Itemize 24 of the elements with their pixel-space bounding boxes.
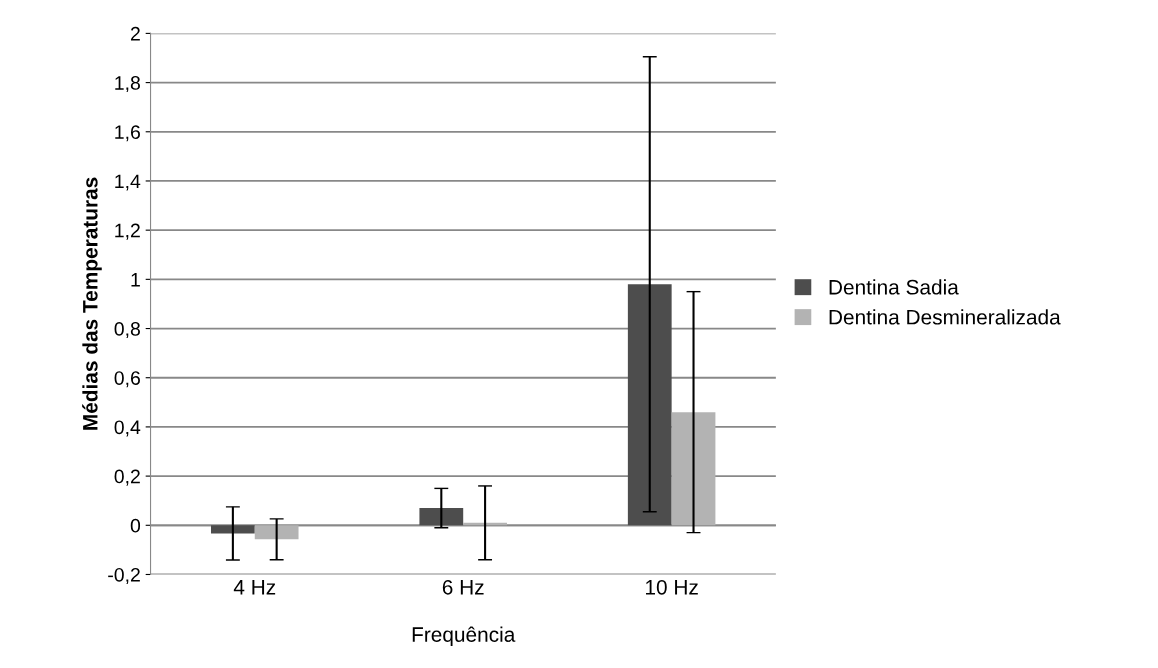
legend-label: Dentina Sadia — [829, 279, 959, 295]
x-tick-label: 6 Hz — [442, 579, 484, 595]
y-tick-label: 0,8 — [114, 322, 140, 339]
x-tick-label: 10 Hz — [646, 579, 698, 595]
y-tick-label: 1,8 — [115, 76, 140, 93]
y-tick-label: 0 — [130, 518, 141, 533]
y-tick-label: 0,2 — [114, 469, 140, 486]
bar — [671, 412, 716, 526]
y-tick-label: 1,4 — [115, 174, 141, 191]
y-tick-label: 1,2 — [115, 223, 140, 240]
bar — [254, 525, 299, 540]
y-tick-label: 1,6 — [115, 125, 140, 142]
bar — [419, 508, 464, 526]
y-tick-label: 0,4 — [114, 420, 141, 437]
x-tick-label: 4 Hz — [233, 580, 276, 595]
legend-label: Dentina Desmineralizada — [829, 309, 1061, 325]
y-tick-label: -0,2 — [108, 567, 140, 585]
y-tick-label: 2 — [130, 26, 140, 41]
x-axis-title: Frequência — [412, 626, 516, 647]
y-tick-label: 1 — [131, 273, 140, 287]
bar — [627, 284, 672, 526]
y-axis-title: Médias das Temperaturas — [82, 177, 102, 430]
bar — [210, 525, 255, 534]
y-tick-label: 0,6 — [114, 371, 140, 388]
